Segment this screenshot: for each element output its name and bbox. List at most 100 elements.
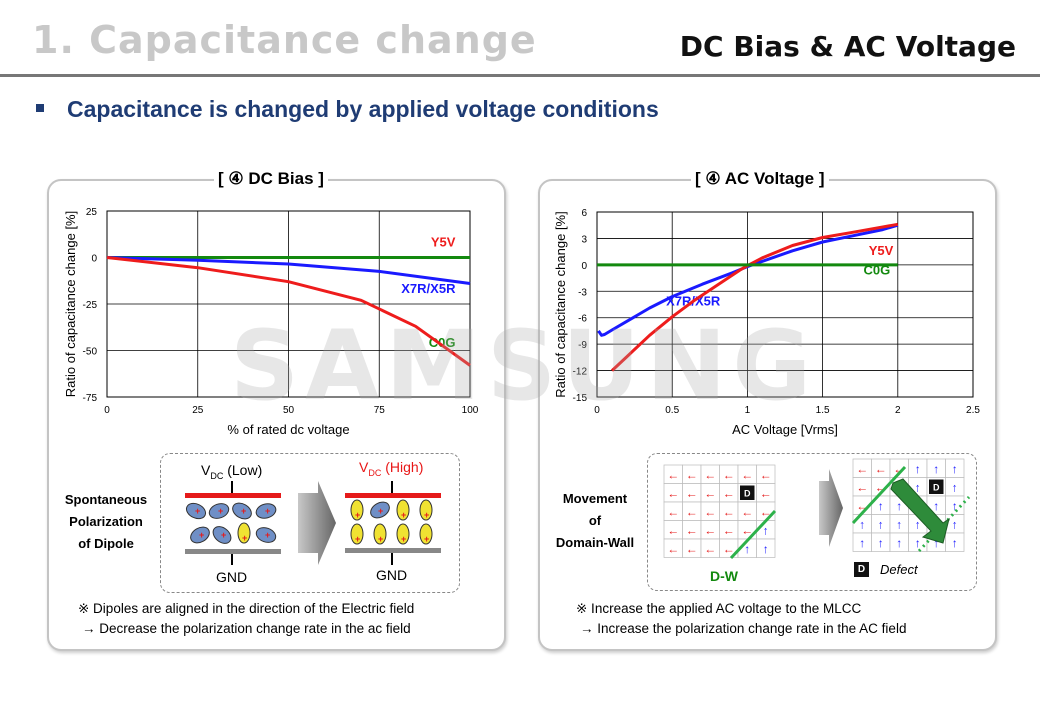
- left-arrow-icon: ←: [686, 505, 698, 519]
- vdc-high-label: VDC (High): [359, 459, 424, 478]
- y-tick-label: 0: [581, 261, 587, 272]
- defect-letter: D: [933, 482, 940, 492]
- svg-text:+: +: [378, 534, 383, 544]
- x-tick-label: 2.5: [966, 405, 980, 416]
- left-arrow-icon: ←: [704, 486, 716, 500]
- x-axis-label: % of rated dc voltage: [227, 422, 349, 437]
- vdc-low-label: VDC (Low): [201, 462, 263, 481]
- dc-diagram-label: Spontaneous Polarization of Dipole: [55, 489, 157, 555]
- y-tick-label: -3: [578, 287, 587, 298]
- series-line-y5v: [610, 222, 899, 372]
- svg-text:+: +: [218, 506, 223, 516]
- left-arrow-icon: ←: [741, 505, 753, 519]
- left-arrow-icon: ←: [704, 505, 716, 519]
- watermark: SAMSUNG: [230, 310, 818, 422]
- left-arrow-icon: ←: [686, 523, 698, 537]
- dc-diagram-box: [160, 453, 460, 593]
- bullet-square-icon: [36, 104, 44, 112]
- svg-text:+: +: [401, 534, 406, 544]
- up-arrow-icon: ↑: [952, 480, 958, 494]
- plate-bottom-right: [345, 548, 441, 553]
- y-tick-label: 3: [581, 234, 587, 245]
- up-arrow-icon: ↑: [933, 462, 939, 476]
- y-tick-label: -25: [83, 300, 98, 311]
- domain-wall-line-moved: [851, 465, 907, 525]
- slide-subtitle: Capacitance is changed by applied voltag…: [67, 96, 659, 122]
- series-label: C0G: [429, 335, 456, 350]
- left-arrow-icon: ←: [875, 462, 887, 476]
- svg-text:+: +: [195, 506, 200, 516]
- y-tick-label: -6: [578, 314, 587, 325]
- left-arrow-icon: ←: [723, 505, 735, 519]
- left-arrow-icon: ←: [686, 486, 698, 500]
- up-arrow-icon: ↑: [915, 517, 921, 531]
- dc-bias-title: [ ④ DC Bias ]: [214, 169, 328, 189]
- topic-title: DC Bias & AC Voltage: [679, 30, 1016, 63]
- svg-text:+: +: [401, 510, 406, 520]
- domain-wall-line: [729, 509, 777, 560]
- dc-bias-chart: 0 25 50 75 100 25 0 -25 -50 -75 % of rated dc volt…: [63, 207, 479, 437]
- transition-arrow-icon: [819, 469, 843, 547]
- dipole-diagram: + + + + + + + + + + + + + + + +: [185, 481, 441, 565]
- plate-top-right: [345, 493, 441, 498]
- y-tick-label: -9: [578, 340, 587, 351]
- x-tick-label: 100: [462, 405, 479, 416]
- ac-diagram-box: [647, 453, 977, 591]
- left-arrow-icon: ←: [760, 468, 772, 482]
- header-divider: [0, 74, 1040, 77]
- left-arrow-icon: ←: [667, 523, 679, 537]
- series-label: Y5V: [431, 234, 456, 249]
- x-tick-label: 75: [374, 405, 386, 416]
- plot-area: [106, 210, 471, 398]
- x-tick-label: 1.5: [816, 405, 830, 416]
- label-line: Movement: [562, 491, 628, 506]
- svg-text:+: +: [424, 534, 429, 544]
- left-arrow-icon: ←: [723, 468, 735, 482]
- left-arrow-icon: ←: [704, 523, 716, 537]
- ac-diagram-label: Movement of Domain-Wall: [547, 488, 643, 554]
- defect-letter: D: [744, 488, 751, 498]
- defect-icon: [740, 485, 755, 500]
- up-arrow-icon: ↑: [763, 542, 769, 556]
- left-arrow-icon: ←: [686, 542, 698, 556]
- x-tick-label: 0: [594, 405, 600, 416]
- y-tick-label: 6: [581, 208, 587, 219]
- svg-text:+: +: [424, 510, 429, 520]
- gnd-label-right: GND: [376, 567, 408, 583]
- left-arrow-icon: ←: [667, 505, 679, 519]
- left-arrow-icon: ←: [741, 523, 753, 537]
- y-axis-label: Ratio of capacitance change [%]: [553, 211, 568, 397]
- series-line-x7r-x5r: [597, 223, 899, 337]
- up-arrow-icon: ↑: [952, 536, 958, 550]
- svg-text:+: +: [355, 534, 360, 544]
- ac-voltage-panel: [538, 179, 997, 651]
- left-arrow-icon: ←: [667, 468, 679, 482]
- up-arrow-icon: ↑: [896, 499, 902, 513]
- left-arrow-icon: ←: [723, 486, 735, 500]
- gnd-label-left: GND: [216, 569, 248, 585]
- left-arrow-icon: ←: [723, 523, 735, 537]
- left-arrow-icon: ←: [704, 468, 716, 482]
- series-label: X7R/X5R: [401, 281, 456, 296]
- up-arrow-icon: ↑: [952, 499, 958, 513]
- left-arrow-icon: ←: [741, 468, 753, 482]
- up-arrow-icon: ↑: [915, 462, 921, 476]
- plate-bottom-left: [185, 549, 281, 554]
- y-tick-label: 0: [91, 254, 97, 265]
- up-arrow-icon: ↑: [933, 536, 939, 550]
- series-line-y5v: [106, 256, 471, 367]
- x-tick-label: 2: [895, 405, 901, 416]
- up-arrow-icon: ↑: [878, 517, 884, 531]
- svg-text:+: +: [355, 510, 360, 520]
- left-arrow-icon: ←: [760, 486, 772, 500]
- defect-legend-label: Defect: [880, 562, 918, 577]
- up-arrow-icon: ↑: [896, 536, 902, 550]
- plot-area: [596, 211, 974, 398]
- label-line: Polarization: [69, 514, 143, 529]
- ac-voltage-title: [ ④ AC Voltage ]: [691, 169, 829, 189]
- y-axis-label: Ratio of capacitance change [%]: [63, 211, 78, 397]
- svg-text:+: +: [242, 533, 247, 543]
- svg-text:+: +: [241, 506, 246, 516]
- left-arrow-icon: ←: [856, 462, 868, 476]
- x-axis-label: AC Voltage [Vrms]: [732, 422, 838, 437]
